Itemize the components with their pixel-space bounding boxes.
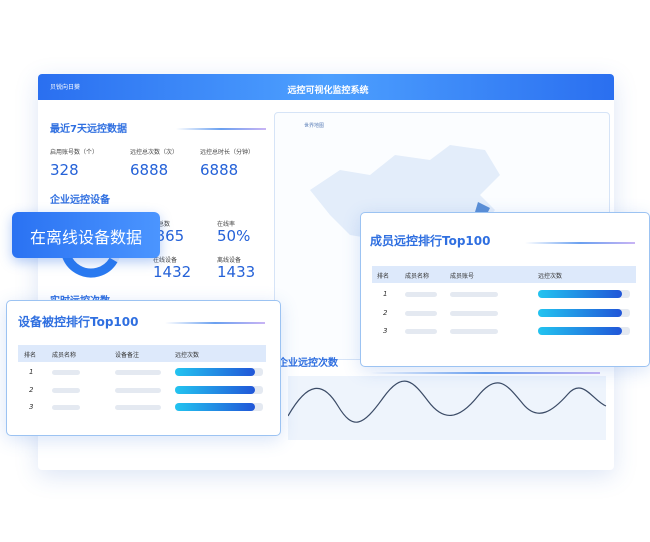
column-header: 排名: [24, 352, 37, 359]
placeholder: [450, 310, 498, 316]
rank: 1: [383, 290, 388, 298]
stat-label: 启用账号数（个）: [50, 149, 99, 156]
callout: [12, 212, 160, 258]
map-label: 世界地图: [304, 123, 325, 129]
decor: [525, 242, 635, 244]
rank-bar: [175, 368, 255, 376]
column-header: 成员账号: [450, 273, 475, 280]
placeholder: [115, 387, 161, 393]
stat-label: 离线设备: [217, 257, 242, 264]
placeholder: [115, 370, 161, 375]
column-header: 成员名称: [405, 273, 430, 280]
stat-label: 远控总次数（次）: [130, 149, 179, 156]
stat-value: 6888: [200, 161, 239, 179]
callout-text: 在离线设备数据: [29, 228, 142, 247]
trend-line: [288, 380, 607, 423]
placeholder: [52, 405, 80, 410]
column-header: 远控次数: [175, 352, 200, 359]
stat-label: 远控总时长（分钟）: [200, 149, 255, 156]
rank-bar: [538, 308, 622, 317]
trend-chart: [288, 376, 607, 440]
section-title: 企业远控设备: [50, 195, 110, 206]
header-bar: [38, 74, 614, 100]
placeholder: [115, 405, 161, 410]
placeholder: [450, 329, 498, 334]
stat-value: 1433: [217, 263, 256, 281]
placeholder: [405, 292, 437, 297]
column-header: 设备备注: [115, 352, 140, 359]
rank-bar: [538, 290, 622, 298]
section-title: 企业远控次数: [278, 358, 338, 369]
member-rank-panel: [360, 212, 650, 367]
section-title: 最近7天远控数据: [50, 124, 127, 135]
placeholder: [405, 329, 437, 334]
decor: [370, 372, 600, 374]
column-header: 远控次数: [538, 273, 563, 280]
rank-bar: [175, 403, 255, 411]
stat-value: 6888: [130, 161, 169, 179]
stat-value: 328: [50, 161, 79, 179]
decor: [165, 322, 265, 324]
logo: 贝锐向日葵: [50, 84, 81, 91]
rank: 2: [29, 385, 34, 394]
placeholder: [405, 310, 437, 316]
trend-bg: [288, 376, 606, 440]
table-header: [18, 345, 266, 362]
column-header: 成员名称: [52, 352, 77, 359]
rank: 3: [383, 327, 388, 335]
stat-label: 在线率: [217, 221, 236, 228]
table-header: [372, 266, 636, 283]
column-header: 排名: [377, 273, 390, 280]
stat-value: 1432: [153, 263, 192, 281]
panel-title: 设备被控排行Top100: [18, 315, 139, 329]
stat-value: 50%: [217, 227, 251, 245]
rank: 1: [29, 368, 34, 376]
rank: 3: [29, 403, 34, 411]
rank-bar: [538, 327, 622, 335]
panel-title: 成员远控排行Top100: [370, 234, 491, 248]
placeholder: [450, 292, 498, 297]
placeholder: [52, 370, 80, 375]
rank-bar: [175, 385, 255, 394]
decor: [176, 128, 266, 130]
system-title: 远控可视化监控系统: [287, 86, 369, 96]
stat-label: 在线设备: [153, 257, 178, 264]
rank: 2: [383, 308, 388, 317]
placeholder: [52, 387, 80, 393]
